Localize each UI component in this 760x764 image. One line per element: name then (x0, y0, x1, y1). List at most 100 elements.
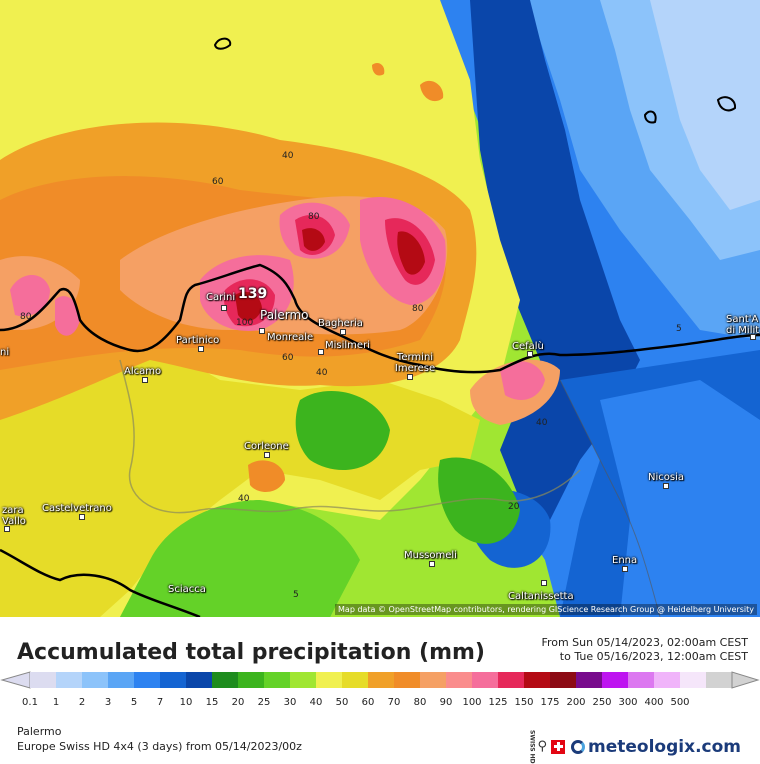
scale-swatch (680, 672, 707, 688)
legend-footer (0, 617, 760, 760)
city-marker-enna (622, 566, 628, 572)
city-label-nicosia: Nicosia (648, 472, 684, 483)
map-attribution: Map data © OpenStreetMap contributors, r… (335, 604, 757, 615)
scale-arrow-left (0, 671, 31, 689)
location-label: Palermo (17, 725, 62, 738)
scale-tick-label: 100 (462, 697, 482, 708)
magnifier-icon: ⚲ (537, 739, 548, 755)
scale-tick-label: 15 (205, 697, 219, 708)
city-label-palermo: Palermo (260, 308, 309, 322)
scale-arrow-right (731, 671, 760, 689)
city-marker-cefalu (527, 351, 533, 357)
scale-swatch (420, 672, 447, 688)
scale-swatch (134, 672, 161, 688)
city-label-monreale: Monreale (267, 332, 314, 343)
scale-swatch (628, 672, 655, 688)
scale-tick-label: 1 (52, 697, 60, 708)
contour-label: 80 (20, 312, 32, 322)
city-label-termini-imerese: Termini Imerese (390, 352, 440, 374)
scale-tick-label: 30 (283, 697, 297, 708)
scale-tick-label: 300 (618, 697, 638, 708)
max-value-label: 139 (238, 286, 268, 302)
scale-tick-label: 200 (566, 697, 586, 708)
city-marker-caltanissetta (541, 580, 547, 586)
city-label-partinico: Partinico (176, 335, 220, 346)
scale-tick-label: 5 (130, 697, 138, 708)
contour-label: 60 (212, 177, 224, 187)
contour-label: 100 (236, 318, 254, 328)
scale-swatch (654, 672, 681, 688)
contour-label: 5 (293, 590, 299, 600)
contour-label: 20 (508, 502, 520, 512)
city-marker-palermo (259, 328, 265, 334)
city-marker-carini (221, 305, 227, 311)
scale-swatch (342, 672, 369, 688)
brand-logo-group[interactable]: SWISS HD ⚲ meteologix.com (528, 730, 748, 764)
scale-tick-label: 50 (335, 697, 349, 708)
city-marker-nicosia (663, 483, 669, 489)
scale-swatch (706, 672, 733, 688)
scale-tick-label: 40 (309, 697, 323, 708)
scale-swatch (550, 672, 577, 688)
contour-label: 40 (536, 418, 548, 428)
scale-swatch (212, 672, 239, 688)
scale-tick-label: 0.1 (22, 697, 38, 708)
scale-swatch (576, 672, 603, 688)
scale-swatch (368, 672, 395, 688)
scale-tick-label: 250 (592, 697, 612, 708)
scale-tick-label: 3 (104, 697, 112, 708)
scale-swatch (238, 672, 265, 688)
city-marker-misilmeri (318, 349, 324, 355)
city-marker-santagata (750, 334, 756, 340)
scale-swatch (160, 672, 187, 688)
city-label-mazara-vallo: zara Vallo (2, 505, 36, 527)
scale-swatch (30, 672, 57, 688)
scale-swatch (264, 672, 291, 688)
meteologix-logo-icon (571, 739, 586, 754)
city-marker-castelvetrano (79, 514, 85, 520)
scale-swatch (602, 672, 629, 688)
city-marker-mussomeli (429, 561, 435, 567)
period-from: From Sun 05/14/2023, 02:00am CEST (541, 636, 748, 649)
contour-label: 80 (308, 212, 320, 222)
brand-name: meteologix.com (588, 736, 741, 757)
city-marker-bagheria (340, 329, 346, 335)
city-label-carini: Carini (206, 292, 236, 303)
city-label-enna: Enna (612, 555, 638, 566)
city-marker-termini-imerese (407, 374, 413, 380)
scale-tick-label: 10 (179, 697, 193, 708)
swiss-hd-label: SWISS HD (528, 730, 536, 764)
scale-swatch (446, 672, 473, 688)
scale-tick-label: 70 (387, 697, 401, 708)
city-label-termini-imerese-text: Termini Imerese (394, 352, 436, 374)
city-marker-partinico (198, 346, 204, 352)
scale-tick-label: 60 (361, 697, 375, 708)
precipitation-map: Carini Palermo Bagheria Partinico Monrea… (0, 0, 760, 617)
swiss-flag-icon (551, 739, 566, 754)
contour-label: 80 (412, 304, 424, 314)
contour-label: 40 (238, 494, 250, 504)
city-label-corleone: Corleone (244, 441, 289, 452)
city-label-bagheria: Bagheria (318, 318, 363, 329)
period-to: to Tue 05/16/2023, 12:00am CEST (559, 650, 748, 663)
scale-swatch (108, 672, 135, 688)
city-label-mussomeli: Mussomeli (404, 550, 457, 561)
legend-title: Accumulated total precipitation (mm) (17, 640, 485, 665)
city-marker-alcamo (142, 377, 148, 383)
scale-swatch (524, 672, 551, 688)
scale-tick-label: 90 (439, 697, 453, 708)
scale-swatch (186, 672, 213, 688)
color-scale-bar (0, 671, 760, 689)
city-marker-mazara-vallo (4, 526, 10, 532)
scale-tick-label: 20 (231, 697, 245, 708)
scale-swatch (394, 672, 421, 688)
color-scale-labels: 0.1 1 2 3 5 7 10 15 20 25 30 40 50 60 70 80 90 100 125 150 1… (0, 697, 760, 711)
city-marker-corleone (264, 452, 270, 458)
city-label-sciacca: Sciacca (168, 584, 206, 595)
contour-label: 40 (282, 151, 294, 161)
scale-swatch (82, 672, 109, 688)
scale-tick-label: 500 (670, 697, 690, 708)
city-label-castelvetrano: Castelvetrano (42, 503, 112, 514)
scale-tick-label: 400 (644, 697, 664, 708)
city-label-misilmeri: Misilmeri (325, 340, 370, 351)
